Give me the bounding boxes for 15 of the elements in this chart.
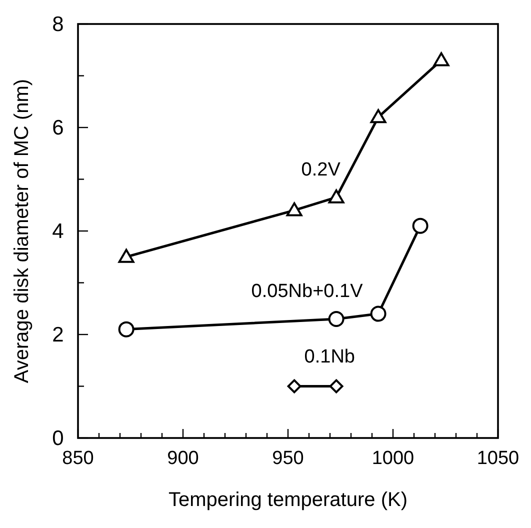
y-tick-label: 6 <box>52 116 64 140</box>
x-axis-title: Tempering temperature (K) <box>168 489 408 511</box>
y-tick-label: 0 <box>52 427 64 450</box>
x-tick-label: 1050 <box>476 448 520 469</box>
x-tick-label: 950 <box>272 448 304 469</box>
series-label: 0.05Nb+0.1V <box>251 280 364 302</box>
x-tick-label: 850 <box>62 448 94 469</box>
x-tick-label: 900 <box>167 448 199 469</box>
series-label: 0.2V <box>301 159 341 180</box>
series-label: 0.1Nb <box>304 346 356 368</box>
y-axis-title: Average disk diameter of MC (nm) <box>11 78 33 384</box>
y-tick-label: 2 <box>52 324 64 346</box>
y-tick-label: 8 <box>52 13 64 36</box>
y-tick-label: 4 <box>52 220 64 243</box>
x-tick-label: 1000 <box>372 448 414 469</box>
